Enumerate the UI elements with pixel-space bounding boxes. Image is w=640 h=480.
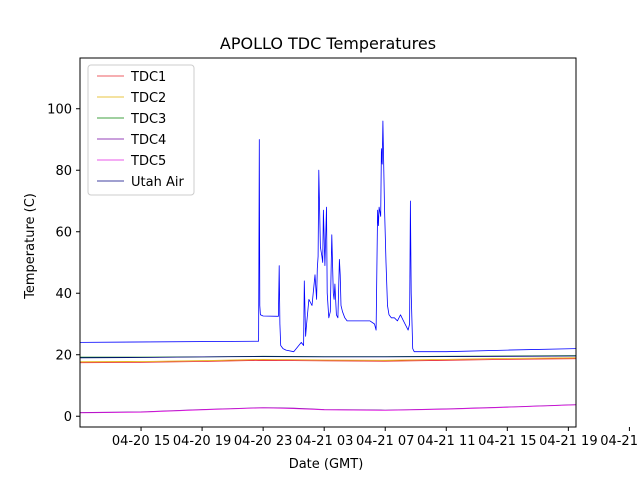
x-tick-label-7: 04-21 19 (539, 434, 597, 449)
y-tick-label-5: 100 (47, 103, 72, 118)
plot-area (80, 120, 576, 414)
x-tick-label-4: 04-21 07 (356, 434, 414, 449)
legend-label-5: Utah Air (131, 175, 184, 190)
y-axis-label: Temperature (C) (23, 193, 38, 300)
x-tick-label-1: 04-20 19 (173, 434, 231, 449)
y-tick-label-1: 20 (55, 349, 72, 364)
y-tick-label-4: 80 (55, 164, 72, 179)
series-line-extra-0 (80, 120, 576, 353)
legend-label-2: TDC3 (130, 112, 166, 127)
x-tick-label-3: 04-21 03 (295, 434, 353, 449)
series-line-5 (80, 355, 576, 359)
y-tick-label-3: 60 (55, 226, 72, 241)
legend-label-4: TDC5 (130, 154, 166, 169)
series-line-0 (80, 358, 576, 364)
plot-frame (79, 57, 577, 428)
x-tick-label-0: 04-20 15 (112, 434, 170, 449)
legend: TDC1 TDC2 TDC3 TDC4 TDC5 Utah Air (87, 64, 195, 196)
x-tick-label-8: 04-21 23 (600, 434, 640, 449)
y-tick-label-0: 0 (64, 410, 72, 425)
x-tick-label-2: 04-20 23 (234, 434, 292, 449)
y-tick-label-2: 40 (55, 287, 72, 302)
x-tick-label-6: 04-21 15 (478, 434, 536, 449)
chart-title: APOLLO TDC Temperatures (220, 34, 436, 53)
legend-label-0: TDC1 (130, 70, 166, 85)
series-line-1 (80, 357, 576, 363)
legend-label-1: TDC2 (130, 91, 166, 106)
series-line-4 (80, 404, 576, 414)
legend-box (87, 64, 195, 196)
legend-label-3: TDC4 (130, 133, 166, 148)
x-axis-label: Date (GMT) (289, 457, 364, 472)
x-tick-label-5: 04-21 11 (417, 434, 475, 449)
